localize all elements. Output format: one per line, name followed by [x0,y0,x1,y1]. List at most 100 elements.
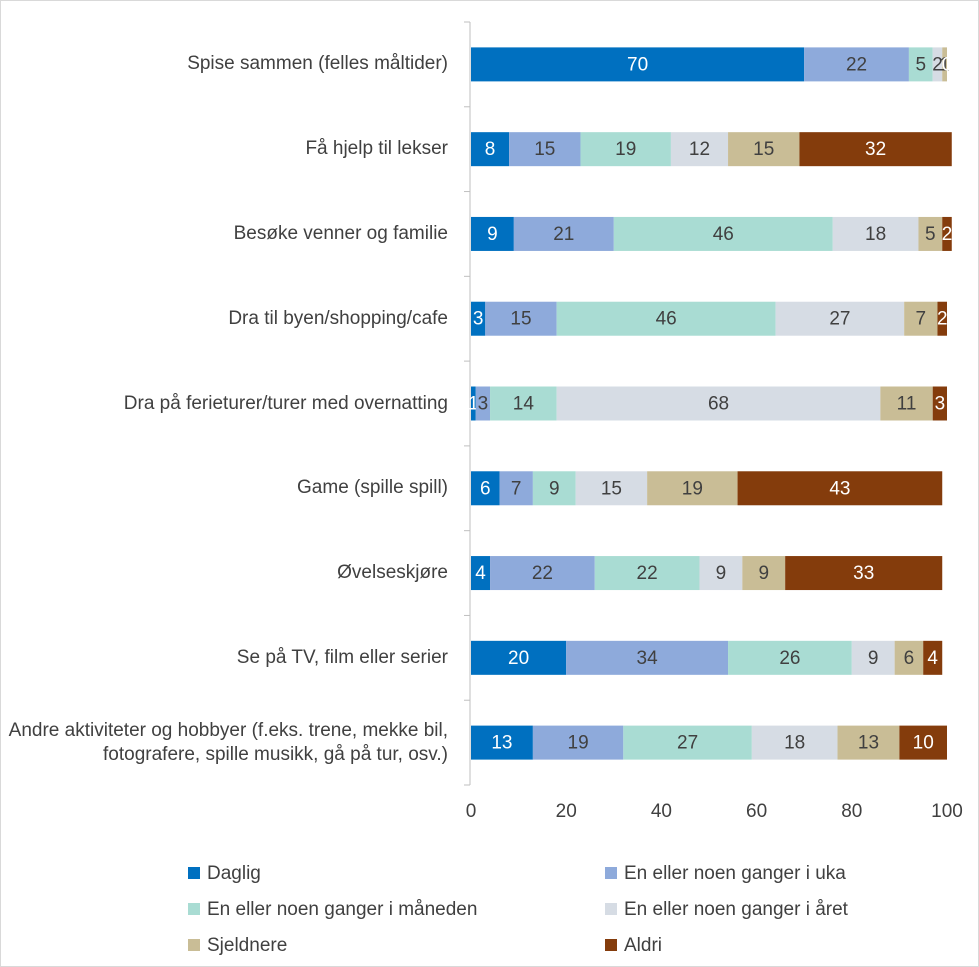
bar-segment [594,556,700,591]
legend-swatch [605,867,617,879]
data-label: 2 [932,54,943,75]
data-label: 33 [853,563,874,584]
bar-segment [932,386,947,421]
bar-segment [490,386,557,421]
y-tick-label: Spise sammen (felles måltider) [187,53,448,75]
data-label: 13 [491,733,512,754]
bar-segment [471,556,491,591]
bar-segment [728,132,800,167]
y-tick-label: Dra på ferieturer/turer med overnatting [123,392,448,414]
data-label: 18 [784,733,805,754]
data-label: 68 [708,394,729,415]
bar-segment [475,386,491,421]
data-label: 12 [689,139,710,160]
bar-segment [880,386,933,421]
legend-swatch [188,939,200,951]
bar-segment [904,301,938,336]
data-label: 9 [716,563,727,584]
bar-segment [837,725,900,760]
legend-label: Aldri [624,935,662,956]
data-label: 10 [913,733,934,754]
bar-segment [471,47,805,82]
bar-segment [532,471,576,506]
x-tick-label: 60 [746,801,767,822]
bar-segment [613,216,833,251]
y-tick-label: Dra til byen/shopping/cafe [228,307,448,329]
y-tick-label: Øvelseskjøre [337,562,448,584]
bar-segment [775,301,905,336]
bar-segment [471,471,500,506]
bar-segment [566,640,729,675]
legend-swatch [605,939,617,951]
bar-segment [751,725,838,760]
data-label: 4 [927,648,938,669]
bar-segment [832,216,919,251]
bar-segment [513,216,614,251]
data-label: 0 [942,54,953,75]
bar-segment [532,725,624,760]
bar-segment [575,471,648,506]
bar-segment [556,301,776,336]
data-label: 15 [753,139,774,160]
y-tick-label: Besøke venner og familie [233,222,448,244]
bar-segment [737,471,943,506]
legend-swatch [188,867,200,879]
y-tick-label: Se på TV, film eller serier [236,646,448,668]
bar-segment [942,47,947,82]
data-label: 3 [473,309,484,330]
bar-segment [799,132,952,167]
data-label: 14 [513,394,535,415]
bar-segment [937,301,947,336]
data-label: 22 [532,563,553,584]
data-label: 46 [656,309,677,330]
bar-segment [699,556,743,591]
bar-segment [499,471,533,506]
bar-segment [471,725,533,760]
data-label: 1 [939,54,950,75]
data-label: 5 [916,54,927,75]
legend-label: Sjeldnere [207,935,287,956]
data-label: 15 [534,139,555,160]
data-label: 20 [508,648,529,669]
bar-segment [908,47,933,82]
bar-segment [471,301,486,336]
y-tick-label: Andre aktiviteter og hobbyer (f.eks. tre… [8,719,448,765]
bar-segment [580,132,671,167]
legend-label: Daglig [207,863,261,884]
legend-swatch [605,903,617,915]
x-tick-label: 20 [556,801,577,822]
data-label: 15 [510,309,531,330]
data-label: 19 [682,478,703,499]
data-label: 22 [637,563,658,584]
bar-segment [851,640,895,675]
bar-segment [471,216,514,251]
bar-segment [804,47,909,82]
bar-segment [728,640,852,675]
y-tick-label: Få hjelp til lekser [305,138,448,160]
data-label: 19 [568,733,589,754]
data-label: 27 [829,309,850,330]
data-label: 6 [904,648,915,669]
data-label: 4 [475,563,486,584]
bar-segment [647,471,738,506]
legend-label: En eller noen ganger i året [624,899,849,920]
bar-segment [471,386,476,421]
bar-segment [670,132,729,167]
data-label: 43 [829,478,850,499]
data-label: 11 [897,394,917,415]
data-label: 7 [916,309,927,330]
bar-segment [623,725,752,760]
bar-segment [942,216,952,251]
data-label: 21 [553,224,574,245]
bar-segment [471,132,510,167]
data-label: 22 [846,54,867,75]
bar-segment [509,132,581,167]
x-tick-label: 0 [466,801,477,822]
data-label: 6 [480,478,491,499]
bar-segment [899,725,947,760]
legend-label: En eller noen ganger i uka [624,863,846,884]
data-label: 3 [935,394,946,415]
bar-segment [918,216,943,251]
